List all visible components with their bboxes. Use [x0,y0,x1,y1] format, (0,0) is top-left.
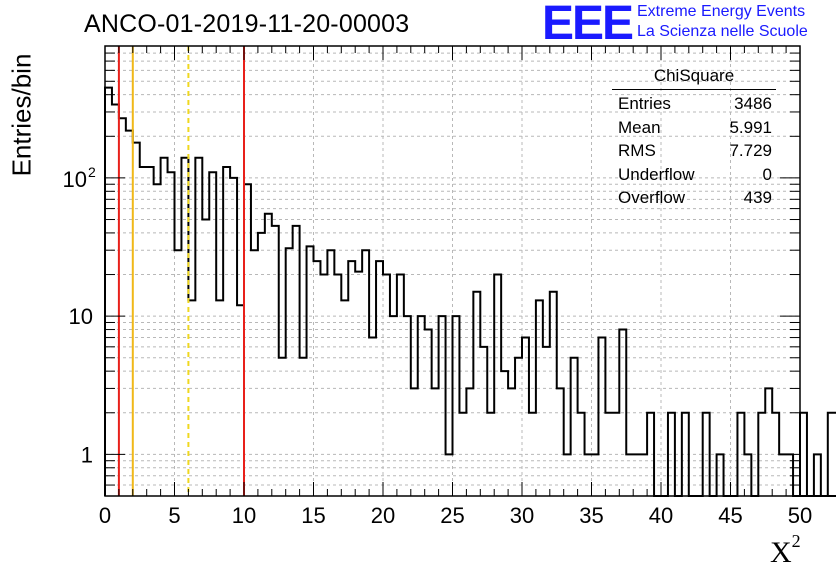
y-axis-label: Entries/bin [6,53,37,177]
x-tick-label: 45 [718,503,742,528]
stats-value: 3486 [734,94,772,113]
x-tick-label: 0 [99,503,111,528]
x-tick-label: 25 [440,503,464,528]
y-tick-label-exponent: 2 [88,164,96,180]
stats-label: RMS [618,141,656,160]
logo-line-2: La Scienza nelle Scuole [637,23,808,40]
x-tick-label: 50 [788,503,812,528]
y-axis-label-box: Entries/bin [2,40,42,190]
stats-row-mean: Mean 5.991 [612,116,776,140]
x-tick-label: 5 [168,503,180,528]
stats-value: 5.991 [729,117,772,137]
x-tick-label: 10 [232,503,256,528]
stats-title: ChiSquare [612,66,776,90]
x-axis-label-sup: 2 [791,531,801,551]
stats-label: Mean [618,117,661,137]
chart-title: ANCO-01-2019-11-20-00003 [84,10,410,38]
logo-line-1: Extreme Energy Events [637,3,806,20]
x-tick-label: 40 [649,503,673,528]
x-tick-label: 15 [301,503,325,528]
y-tick-label: 10 [69,304,93,329]
x-tick-label: 30 [510,503,534,528]
stats-value: 439 [743,188,772,207]
stats-row-overflow: Overflow 439 [612,186,776,210]
stats-row-underflow: Underflow 0 [612,163,776,187]
y-tick-label: 10 [63,167,87,192]
stats-label: Overflow [618,188,686,207]
eee-logo: EEE [542,0,634,50]
x-axis-label: X2 [770,531,801,570]
x-tick-label: 20 [371,503,395,528]
x-tick-label: 35 [579,503,603,528]
y-tick-label: 1 [81,442,93,467]
stats-box: ChiSquare Entries 3486 Mean 5.991 RMS 7.729… [612,66,776,210]
stats-label: Underflow [618,164,695,184]
stats-value: 7.729 [729,141,772,160]
stats-row-rms: RMS 7.729 [612,139,776,163]
histogram-series [104,86,836,497]
stats-row-entries: Entries 3486 [612,92,776,116]
stats-value: 0 [762,164,772,184]
stats-label: Entries [618,94,671,113]
x-axis-label-base: X [770,536,792,569]
